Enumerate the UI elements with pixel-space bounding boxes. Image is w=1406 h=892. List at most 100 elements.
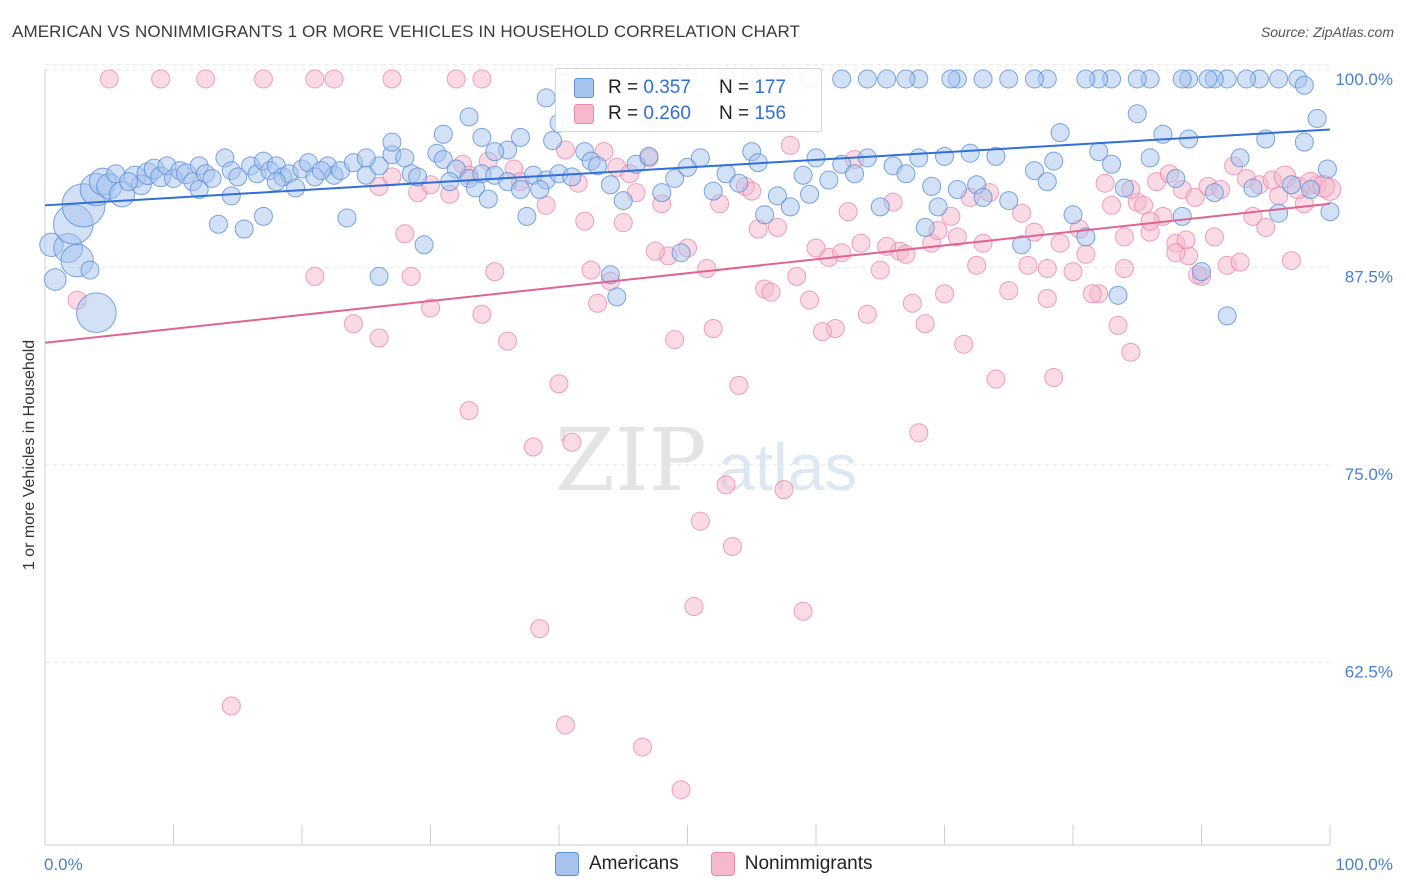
nonimmigrants-point-32 — [562, 432, 582, 452]
americans-point-113 — [1127, 104, 1147, 124]
americans-point-148 — [1024, 69, 1044, 89]
americans-point-114 — [1140, 148, 1160, 168]
nonimmigrants-point-97 — [1256, 217, 1276, 237]
americans-point-173 — [286, 178, 306, 198]
nonimmigrants-point-149 — [588, 293, 608, 313]
americans-point-150 — [973, 69, 993, 89]
nonimmigrants-point-62 — [870, 260, 890, 280]
nonimmigrants-point-61 — [857, 304, 877, 324]
nonimmigrants-point-8 — [446, 69, 466, 89]
nonimmigrants-swatch — [574, 104, 594, 124]
nonimmigrants-point-11 — [305, 266, 325, 286]
nonimmigrants-point-34 — [581, 260, 601, 280]
nonimmigrants-legend-swatch — [710, 852, 735, 876]
nonimmigrants-point-81 — [1063, 262, 1083, 282]
nonimmigrants-point-67 — [915, 314, 935, 334]
legend-row-americans: R = 0.357 N = 177 — [574, 76, 786, 100]
americans-point-176 — [234, 219, 254, 239]
americans-point-126 — [1281, 175, 1301, 195]
legend-r-label-americans: R = — [608, 77, 639, 98]
nonimmigrants-point-27 — [523, 437, 543, 457]
americans-point-80 — [780, 197, 800, 217]
americans-point-154 — [896, 69, 916, 89]
nonimmigrants-point-147 — [613, 213, 633, 233]
americans-point-179 — [189, 180, 209, 200]
watermark: ZIP atlas — [555, 411, 857, 511]
nonimmigrants-point-66 — [909, 423, 929, 443]
americans-point-111 — [1108, 285, 1128, 305]
americans-point-60 — [562, 167, 582, 187]
x-tick-label-0: 0.0% — [44, 855, 83, 874]
americans-point-106 — [1050, 123, 1070, 143]
americans-point-82 — [800, 184, 820, 204]
americans-point-187 — [414, 235, 434, 255]
nonimmigrants-point-53 — [774, 480, 794, 500]
americans-point-116 — [1166, 168, 1186, 188]
americans-point-168 — [433, 124, 453, 144]
americans-point-117 — [1172, 206, 1192, 226]
americans-point-91 — [909, 148, 929, 168]
nonimmigrants-point-56 — [806, 238, 826, 258]
source-credit: Source: ZipAtlas.com — [1260, 24, 1394, 40]
nonimmigrants-point-30 — [549, 374, 569, 394]
nonimmigrants-point-93 — [1204, 227, 1224, 247]
chart-title: AMERICAN VS NONIMMIGRANTS 1 OR MORE VEHI… — [12, 22, 801, 41]
nonimmigrants-point-76 — [1012, 203, 1032, 223]
x-tick-label-1: 100.0% — [1335, 855, 1393, 874]
americans-point-190 — [607, 287, 627, 307]
nonimmigrants-point-73 — [973, 233, 993, 253]
nonimmigrants-point-42 — [665, 330, 685, 350]
nonimmigrants-point-124 — [1140, 211, 1160, 231]
nonimmigrants-point-65 — [902, 293, 922, 313]
nonimmigrants-point-139 — [767, 217, 787, 237]
nonimmigrants-point-15 — [382, 167, 402, 187]
nonimmigrants-point-1 — [99, 69, 119, 89]
americans-point-63 — [588, 156, 608, 176]
americans-point-181 — [530, 180, 550, 200]
nonimmigrants-point-48 — [722, 536, 742, 556]
americans-point-125 — [1269, 203, 1289, 223]
nonimmigrants-point-7 — [382, 69, 402, 89]
americans-point-68 — [652, 183, 672, 203]
americans-point-185 — [472, 127, 492, 147]
americans-point-45 — [408, 167, 428, 187]
americans-point-152 — [941, 69, 961, 89]
nonimmigrants-point-4 — [253, 69, 273, 89]
americans-point-149 — [999, 69, 1019, 89]
americans-point-107 — [1063, 205, 1083, 225]
americans-point-25 — [228, 167, 248, 187]
nonimmigrants-point-95 — [1230, 252, 1250, 272]
americans-point-78 — [755, 205, 775, 225]
americans-point-96 — [947, 180, 967, 200]
nonimmigrants-point-31 — [555, 715, 575, 735]
nonimmigrants-point-84 — [1102, 195, 1122, 215]
americans-point-166 — [510, 127, 530, 147]
americans-point-95 — [935, 146, 954, 166]
americans-point-86 — [845, 164, 865, 184]
nonimmigrants-point-9 — [472, 69, 492, 89]
nonimmigrants-points — [67, 69, 1342, 800]
nonimmigrants-point-104 — [1082, 284, 1102, 304]
americans-point-93 — [922, 176, 942, 196]
americans-point-155 — [877, 69, 897, 89]
series-legend-americans: Americans — [555, 852, 679, 876]
nonimmigrants-point-5 — [305, 69, 325, 89]
nonimmigrants-legend-label: Nonimmigrants — [744, 853, 873, 874]
nonimmigrants-point-112 — [1185, 187, 1205, 207]
americans-point-174 — [266, 172, 286, 192]
americans-point-94 — [928, 197, 948, 217]
grid-lines — [45, 64, 1330, 663]
nonimmigrants-point-70 — [947, 227, 967, 247]
nonimmigrants-point-3 — [196, 69, 216, 89]
americans-point-22 — [202, 168, 222, 188]
legend-r-value-americans: 0.357 — [643, 77, 691, 98]
americans-point-101 — [999, 191, 1019, 211]
americans-point-88 — [870, 197, 890, 217]
americans-point-156 — [857, 69, 877, 89]
legend-n-value-americans: 177 — [754, 77, 787, 98]
americans-points — [39, 69, 1340, 334]
legend-n-label-nonimmigrants: N = — [718, 103, 750, 124]
americans-point-102 — [1012, 235, 1032, 255]
nonimmigrants-point-140 — [761, 282, 781, 302]
legend-n-label-americans: N = — [718, 77, 750, 98]
